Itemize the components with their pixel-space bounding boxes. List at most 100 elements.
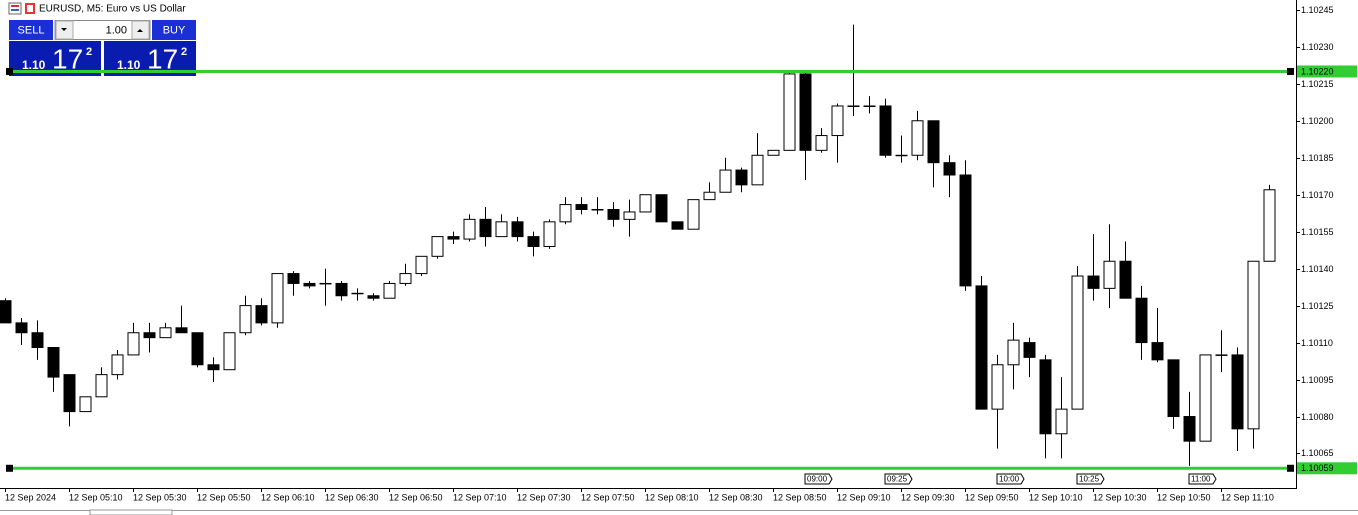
candle-body (607, 208, 620, 220)
candle-body (15, 322, 28, 334)
candle-body (1135, 297, 1148, 344)
y-tick-label: 1.10245 (1301, 5, 1334, 15)
line-handle (6, 464, 13, 472)
candle-body (751, 154, 764, 186)
x-tick-label: 12 Sep 07:50 (581, 492, 635, 502)
y-tick-label: 1.10230 (1301, 42, 1334, 52)
lots-input[interactable] (54, 20, 151, 40)
candle-body (0, 300, 12, 324)
lots-value: 1.00 (106, 24, 127, 36)
candle-body (255, 305, 268, 324)
time-marker-box (804, 473, 833, 485)
candle-body (975, 285, 988, 410)
y-tick-label: 1.10155 (1301, 227, 1334, 237)
x-tick-label: 12 Sep 05:10 (69, 492, 123, 502)
price-label-bg (1297, 462, 1357, 475)
x-tick-label: 12 Sep 08:30 (709, 492, 763, 502)
candle-body (447, 236, 460, 240)
candle-body (287, 273, 300, 284)
candle-body (95, 374, 108, 398)
candle-body (239, 305, 252, 334)
candle-body (47, 347, 60, 378)
candle-body (479, 218, 492, 238)
sell-button[interactable] (9, 20, 53, 40)
y-tick-label: 1.10095 (1301, 375, 1334, 385)
candle-body (639, 194, 652, 213)
candle-body (863, 105, 876, 107)
candle-body (847, 105, 860, 107)
candle-body (1151, 342, 1164, 361)
x-tick-label: 12 Sep 06:30 (325, 492, 379, 502)
candle-body (943, 162, 956, 176)
price-label-bg (1297, 65, 1357, 78)
buy-big-figure: 1.10 (117, 58, 141, 72)
buy-button[interactable] (152, 20, 196, 40)
time-marker-box (1188, 473, 1217, 485)
candle-body (1087, 275, 1100, 289)
candle-body (271, 273, 284, 324)
candle-body (735, 169, 748, 186)
x-tick-label: 12 Sep 07:10 (453, 492, 507, 502)
candle-body (351, 292, 364, 295)
candle-body (175, 327, 188, 334)
x-tick-label: 12 Sep 08:50 (773, 492, 827, 502)
x-tick-label: 12 Sep 10:10 (1029, 492, 1083, 502)
candle-body (655, 194, 668, 223)
candle-body (623, 211, 636, 220)
candle-body (1263, 189, 1276, 262)
candle-body (367, 295, 380, 299)
candle-body (527, 236, 540, 247)
candle-body (671, 221, 684, 230)
candle-body (543, 221, 556, 247)
time-marker: 10:25 (1079, 475, 1100, 484)
line-handle (1287, 464, 1294, 472)
candle-body (815, 135, 828, 151)
candle-body (495, 221, 508, 238)
candle-body (511, 221, 524, 238)
candle-body (591, 208, 604, 211)
y-tick-label: 1.10215 (1301, 79, 1334, 89)
candle-body (895, 154, 908, 157)
buy-label: BUY (163, 24, 186, 36)
time-marker-box (1076, 473, 1105, 485)
x-tick-label: 12 Sep 05:50 (197, 492, 251, 502)
candle-body (991, 364, 1004, 410)
time-marker-box (996, 473, 1025, 485)
time-marker: 10:00 (999, 475, 1020, 484)
x-tick-label: 12 Sep 07:30 (517, 492, 571, 502)
candle-body (1103, 260, 1116, 289)
x-tick-label: 12 Sep 08:10 (645, 492, 699, 502)
x-tick-label: 12 Sep 2024 (5, 492, 56, 502)
candle-body (191, 332, 204, 366)
candle-body (31, 332, 44, 349)
candle-body (927, 120, 940, 164)
icon (11, 9, 19, 11)
x-tick-label: 12 Sep 09:10 (837, 492, 891, 502)
x-tick-label: 12 Sep 05:30 (133, 492, 187, 502)
candle-body (79, 396, 92, 413)
candle-body (143, 332, 156, 339)
candle-body (783, 73, 796, 151)
candle-body (559, 204, 572, 223)
candle-body (1199, 354, 1212, 442)
candle-body (159, 327, 172, 339)
icon (11, 5, 19, 7)
tab[interactable] (89, 509, 173, 515)
candle-body (111, 354, 124, 376)
y-tick-label: 1.10200 (1301, 116, 1334, 126)
line-handle (1287, 67, 1294, 75)
candle-body (383, 282, 396, 299)
y-tick-label: 1.10125 (1301, 301, 1334, 311)
arrow-down (61, 28, 67, 31)
candle-body (831, 105, 844, 137)
candle-body (415, 255, 428, 275)
icon (8, 2, 22, 15)
x-tick-label: 12 Sep 06:50 (389, 492, 443, 502)
icon (27, 5, 33, 12)
candle-body (799, 73, 812, 151)
candle-body (703, 191, 716, 201)
price-label: 1.10220 (1301, 66, 1334, 76)
candle-body (1167, 359, 1180, 418)
candle-body (319, 282, 332, 285)
candle-body (1071, 275, 1084, 410)
